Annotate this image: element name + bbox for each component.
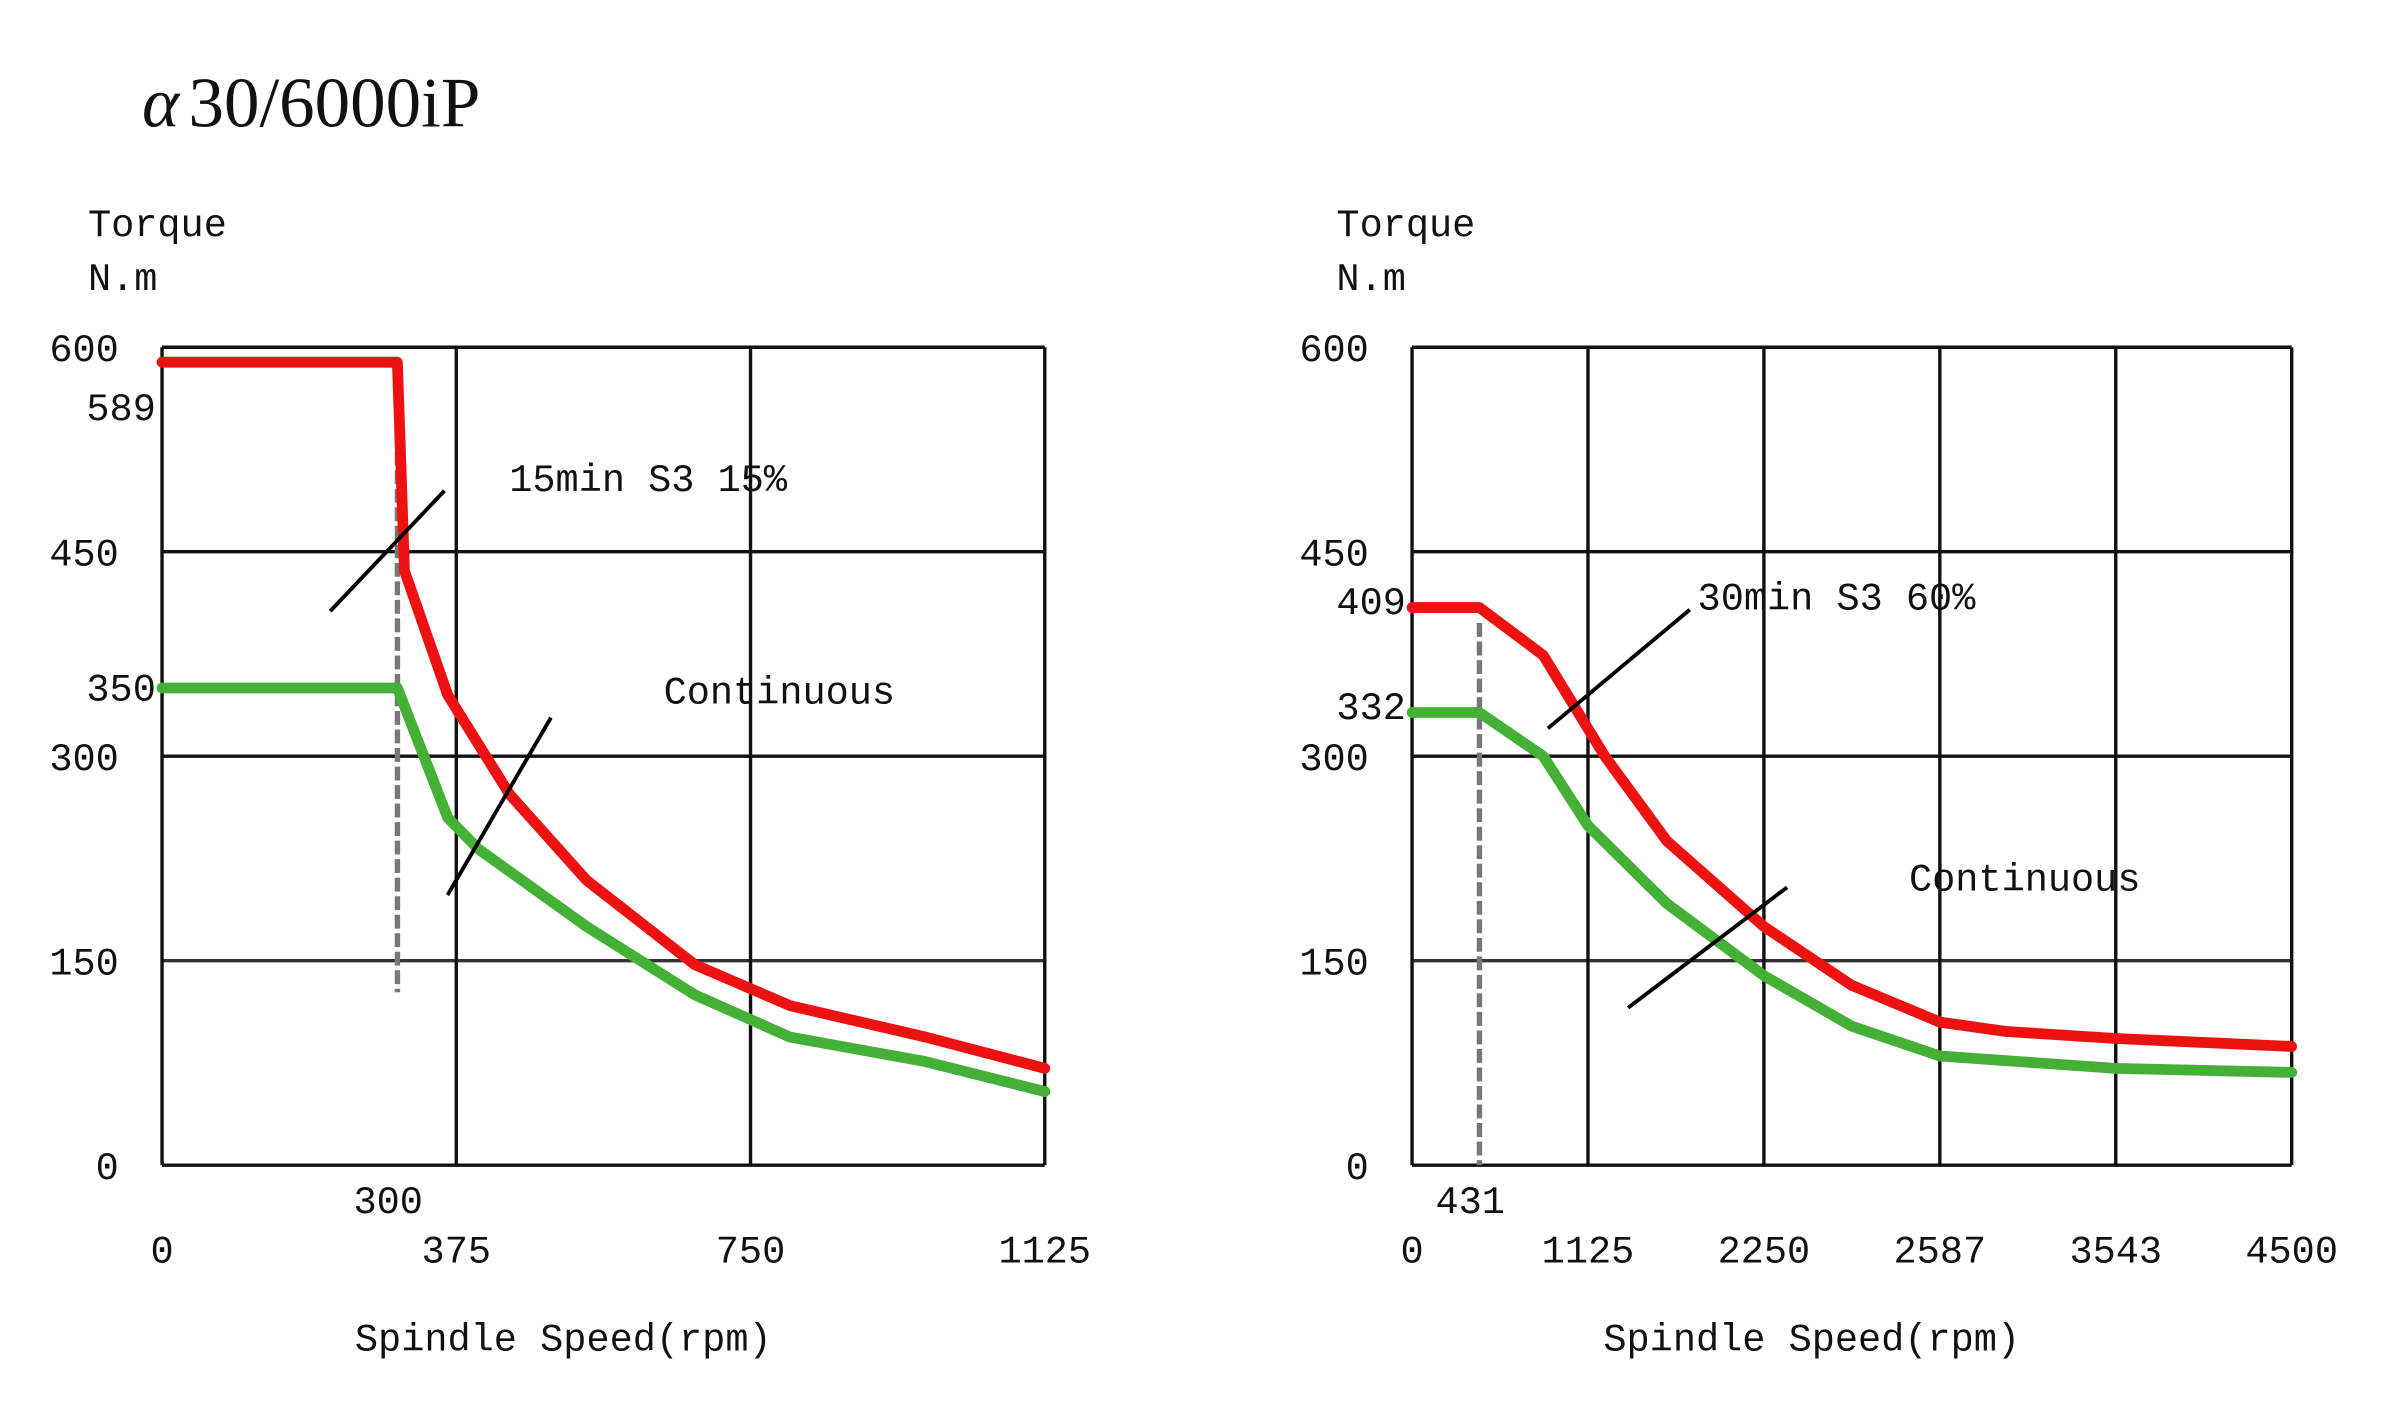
leader-line-continuous-left — [445, 716, 553, 897]
x-tick-label: 2587 — [1894, 1230, 1987, 1274]
y-tick-label: 600 — [49, 329, 118, 373]
x-tick-label: 0 — [1400, 1230, 1423, 1274]
x-tick-label: 1125 — [1542, 1230, 1635, 1274]
knee-speed-label: 300 — [353, 1181, 422, 1225]
chart-right: Torque N.m 0 150 300 450 600 0 1125 2250 2587 3543 4… — [1299, 204, 2338, 1362]
title-alpha: α — [142, 65, 181, 143]
y-value-label: 350 — [86, 669, 155, 713]
x-tick-label: 375 — [422, 1230, 491, 1274]
annotation-s3: 30min S3 60% — [1698, 578, 1977, 622]
series-line-continuous — [156, 682, 1051, 1097]
y-axis-label: Torque — [88, 204, 227, 248]
y-axis-unit: N.m — [88, 258, 157, 302]
y-tick-label: 300 — [1299, 738, 1368, 782]
chart-left: Torque N.m 0 150 300 450 600 0 375 750 1125 589 350 3… — [49, 204, 1091, 1362]
y-tick-label: 0 — [96, 1147, 119, 1191]
leader-line-s3-right — [1546, 608, 1692, 730]
x-tick-label: 3543 — [2069, 1230, 2162, 1274]
series-line-continuous — [1406, 707, 2298, 1078]
annotation-continuous: Continuous — [664, 672, 896, 716]
x-axis-label: Spindle Speed(rpm) — [355, 1318, 772, 1362]
x-tick-label: 0 — [150, 1230, 173, 1274]
y-tick-label: 150 — [1299, 943, 1368, 987]
y-tick-label: 450 — [49, 534, 118, 578]
y-tick-label: 300 — [49, 738, 118, 782]
x-tick-label: 2250 — [1718, 1230, 1811, 1274]
y-tick-label: 450 — [1299, 534, 1368, 578]
y-value-label: 589 — [86, 388, 155, 432]
figure-title: α 30/6000iP — [142, 65, 480, 143]
x-tick-label: 1125 — [998, 1230, 1091, 1274]
series-line-s3 — [156, 356, 1051, 1074]
leader-line-s3-left — [328, 489, 446, 613]
series-line-s3 — [1406, 602, 2298, 1052]
y-value-label: 332 — [1336, 687, 1405, 731]
leader-line-continuous-right — [1626, 885, 1789, 1010]
y-tick-label: 0 — [1346, 1147, 1369, 1191]
annotation-s3: 15min S3 15% — [509, 459, 788, 503]
x-tick-label: 4500 — [2245, 1230, 2338, 1274]
annotation-continuous: Continuous — [1909, 858, 2141, 902]
title-model: 30/6000iP — [189, 65, 481, 143]
y-axis-unit: N.m — [1336, 258, 1405, 302]
y-axis-label: Torque — [1336, 204, 1475, 248]
leader-lines — [328, 489, 1789, 1010]
y-value-label: 409 — [1336, 582, 1405, 626]
x-axis-label: Spindle Speed(rpm) — [1603, 1318, 2020, 1362]
y-tick-label: 600 — [1299, 329, 1368, 373]
x-tick-label: 750 — [716, 1230, 785, 1274]
knee-speed-label: 431 — [1435, 1181, 1504, 1225]
y-tick-label: 150 — [49, 943, 118, 987]
